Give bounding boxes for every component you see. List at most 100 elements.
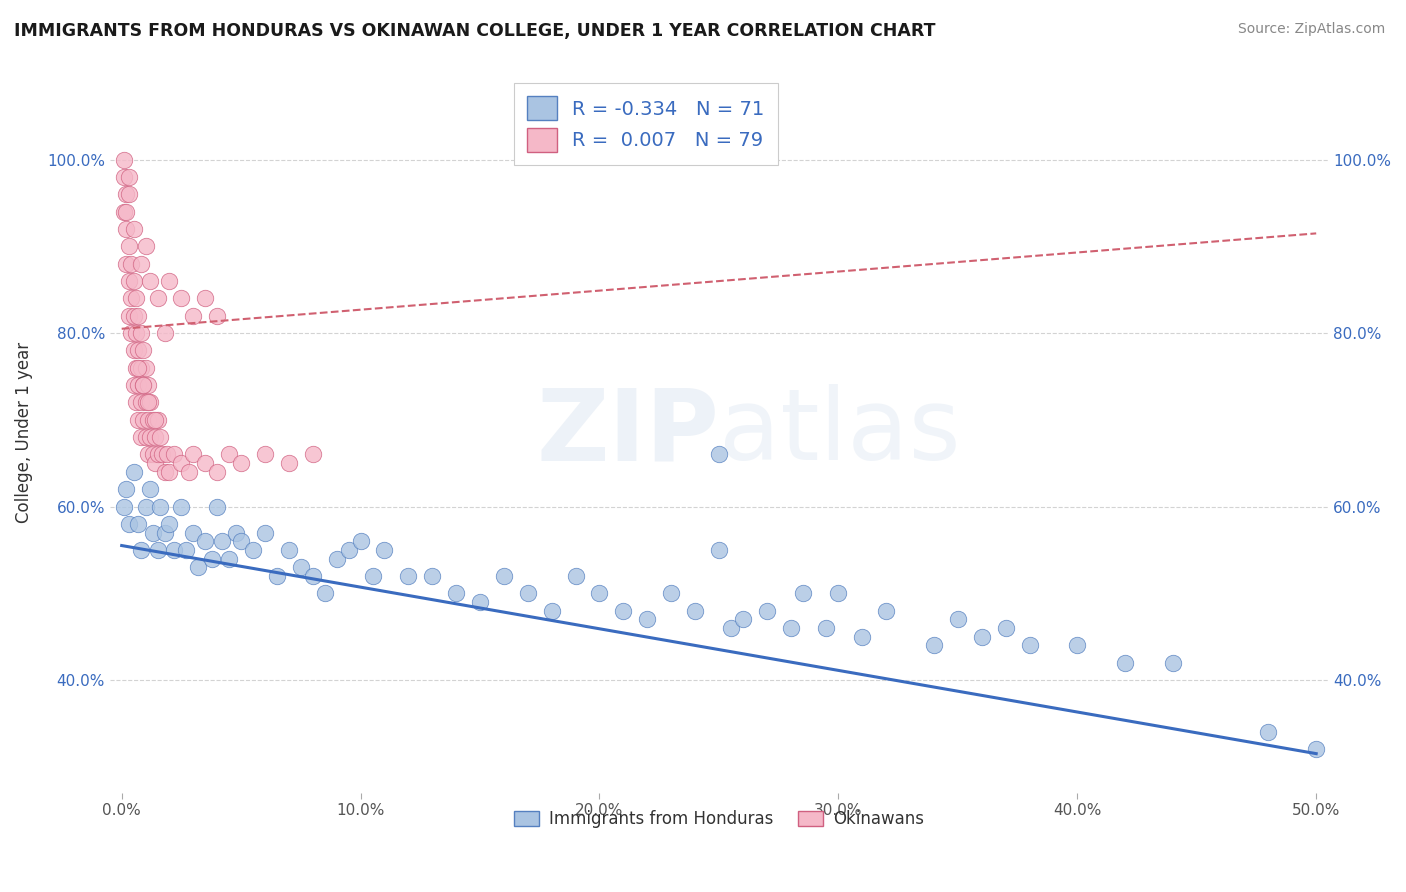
Point (139, 430, 162, 444)
Point (125, 395, 148, 409)
Point (612, 603, 634, 617)
Point (132, 378, 155, 392)
Point (135, 430, 157, 444)
Point (779, 621, 801, 635)
Point (396, 569, 419, 583)
Point (170, 500, 193, 514)
Point (468, 595, 491, 609)
Point (146, 448, 169, 462)
Point (149, 500, 172, 514)
Point (827, 586, 849, 600)
Point (922, 638, 945, 652)
Point (163, 448, 186, 462)
Point (314, 586, 336, 600)
Point (218, 551, 240, 566)
Point (946, 612, 969, 626)
Point (1305, 742, 1327, 756)
Point (183, 448, 205, 462)
Point (120, 257, 142, 271)
Point (1066, 638, 1088, 652)
Point (132, 343, 155, 358)
Point (373, 542, 395, 557)
Legend: Immigrants from Honduras, Okinawans: Immigrants from Honduras, Okinawans (508, 804, 931, 835)
Point (127, 516, 149, 531)
Point (129, 360, 152, 375)
Point (125, 360, 148, 375)
Point (266, 569, 288, 583)
Point (118, 516, 141, 531)
Point (129, 395, 152, 409)
Point (231, 534, 253, 549)
Point (277, 542, 299, 557)
Point (361, 569, 384, 583)
Point (135, 395, 157, 409)
Text: ZIP: ZIP (536, 384, 718, 482)
Point (132, 378, 155, 392)
Point (170, 456, 193, 470)
Point (1018, 638, 1040, 652)
Point (129, 430, 152, 444)
Point (146, 542, 169, 557)
Point (156, 448, 179, 462)
Point (120, 292, 142, 306)
Point (1257, 725, 1279, 739)
Point (218, 448, 240, 462)
Point (135, 360, 157, 375)
Point (118, 309, 141, 323)
Point (254, 448, 277, 462)
Point (564, 569, 586, 583)
Point (146, 292, 169, 306)
Point (707, 542, 730, 557)
Point (755, 603, 778, 617)
Point (118, 169, 141, 184)
Point (231, 456, 253, 470)
Point (115, 222, 138, 236)
Point (301, 448, 323, 462)
Y-axis label: College, Under 1 year: College, Under 1 year (15, 343, 32, 524)
Point (174, 542, 197, 557)
Point (136, 448, 159, 462)
Point (187, 560, 209, 574)
Point (112, 169, 135, 184)
Point (125, 326, 148, 340)
Point (588, 586, 610, 600)
Point (325, 551, 347, 566)
Point (170, 292, 193, 306)
Point (731, 612, 754, 626)
Point (139, 274, 162, 288)
Point (127, 343, 149, 358)
Point (1114, 656, 1136, 670)
Point (183, 525, 205, 540)
Point (142, 525, 165, 540)
Point (122, 222, 145, 236)
Point (115, 187, 138, 202)
Point (183, 309, 205, 323)
Point (122, 378, 145, 392)
Point (159, 274, 181, 288)
Point (118, 239, 141, 253)
Point (177, 465, 200, 479)
Point (1161, 656, 1184, 670)
Point (143, 430, 166, 444)
Point (139, 395, 162, 409)
Point (337, 542, 360, 557)
Point (122, 465, 145, 479)
Point (136, 378, 159, 392)
Point (194, 292, 217, 306)
Point (153, 465, 176, 479)
Point (135, 500, 157, 514)
Point (851, 630, 873, 644)
Point (139, 482, 162, 496)
Point (142, 413, 165, 427)
Point (163, 542, 186, 557)
Point (115, 482, 138, 496)
Point (115, 204, 138, 219)
Point (120, 326, 142, 340)
Point (122, 274, 145, 288)
Point (194, 534, 217, 549)
Point (146, 413, 169, 427)
Point (683, 603, 706, 617)
Point (194, 456, 217, 470)
Point (225, 525, 247, 540)
Point (142, 448, 165, 462)
